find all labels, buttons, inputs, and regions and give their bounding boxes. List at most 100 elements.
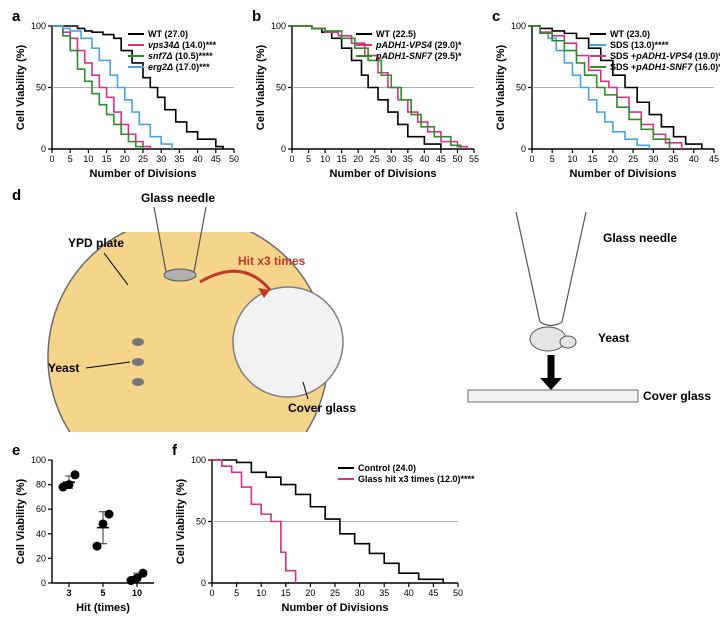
- svg-text:3: 3: [66, 588, 71, 598]
- panel-f-label: f: [172, 442, 177, 459]
- svg-text:0: 0: [201, 578, 206, 588]
- panel-c: c 050100051015202530354045Cell Viability…: [488, 8, 720, 183]
- panel-a-chart: 05010005101520253035404550Cell Viability…: [8, 8, 240, 183]
- svg-text:5: 5: [306, 154, 311, 164]
- svg-text:10: 10: [567, 154, 577, 164]
- svg-text:60: 60: [36, 504, 46, 514]
- svg-text:30: 30: [386, 154, 396, 164]
- svg-text:10: 10: [83, 154, 93, 164]
- svg-text:Number of Divisions: Number of Divisions: [330, 168, 437, 180]
- svg-text:pADH1-VPS4 (29.0)*: pADH1-VPS4 (29.0)*: [375, 40, 462, 50]
- svg-text:50: 50: [276, 83, 286, 93]
- svg-text:25: 25: [628, 154, 638, 164]
- svg-text:0: 0: [49, 154, 54, 164]
- svg-text:35: 35: [403, 154, 413, 164]
- svg-text:15: 15: [337, 154, 347, 164]
- svg-text:20: 20: [36, 553, 46, 563]
- svg-text:50: 50: [452, 154, 462, 164]
- svg-text:5: 5: [550, 154, 555, 164]
- svg-text:Cell Viability (%): Cell Viability (%): [175, 478, 187, 564]
- svg-text:WT (22.5): WT (22.5): [376, 29, 416, 39]
- svg-text:15: 15: [102, 154, 112, 164]
- svg-text:SDS (13.0)****: SDS (13.0)****: [610, 40, 669, 50]
- svg-text:0: 0: [281, 144, 286, 154]
- svg-text:50: 50: [36, 83, 46, 93]
- svg-text:30: 30: [156, 154, 166, 164]
- svg-text:20: 20: [353, 154, 363, 164]
- svg-text:30: 30: [355, 588, 365, 598]
- svg-text:15: 15: [281, 588, 291, 598]
- svg-text:45: 45: [428, 588, 438, 598]
- svg-text:50: 50: [516, 83, 526, 93]
- panel-f: f 05010005101520253035404550Cell Viabili…: [168, 442, 488, 617]
- svg-text:20: 20: [305, 588, 315, 598]
- svg-text:Cell Viability (%): Cell Viability (%): [15, 478, 27, 564]
- svg-text:0: 0: [209, 588, 214, 598]
- svg-text:10: 10: [320, 154, 330, 164]
- svg-text:40: 40: [404, 588, 414, 598]
- svg-text:Yeast: Yeast: [48, 361, 79, 375]
- svg-text:50: 50: [229, 154, 239, 164]
- svg-text:SDS +pADH1-SNF7 (16.0)*: SDS +pADH1-SNF7 (16.0)*: [610, 62, 720, 72]
- svg-text:100: 100: [31, 455, 46, 465]
- svg-text:Hit x3 times: Hit x3 times: [238, 254, 306, 268]
- svg-text:20: 20: [608, 154, 618, 164]
- svg-text:WT (23.0): WT (23.0): [610, 29, 650, 39]
- svg-text:30: 30: [648, 154, 658, 164]
- svg-text:Cell Viability (%): Cell Viability (%): [495, 44, 507, 130]
- svg-text:40: 40: [193, 154, 203, 164]
- panel-b-label: b: [252, 8, 261, 25]
- row-ef: e 0204060801003510Cell Viability (%)Hit …: [8, 442, 712, 617]
- panel-e: e 0 20 40 60 80 100 3 5 10 Cell Viability (%) Hit …: [8, 442, 160, 617]
- panel-b-chart: 0501000510152025303540455055Cell Viabili…: [248, 8, 480, 183]
- svg-text:40: 40: [36, 529, 46, 539]
- svg-text:45: 45: [436, 154, 446, 164]
- panel-d-label: d: [12, 187, 21, 204]
- svg-text:25: 25: [330, 588, 340, 598]
- svg-text:Control (24.0): Control (24.0): [358, 463, 416, 473]
- svg-text:100: 100: [191, 455, 206, 465]
- svg-text:100: 100: [511, 21, 526, 31]
- svg-text:0: 0: [521, 144, 526, 154]
- svg-text:10: 10: [132, 588, 142, 598]
- svg-text:45: 45: [211, 154, 221, 164]
- svg-text:snf7Δ (10.5)****: snf7Δ (10.5)****: [148, 51, 213, 61]
- svg-text:SDS +pADH1-VPS4 (19.0)*: SDS +pADH1-VPS4 (19.0)*: [610, 51, 720, 61]
- svg-text:55: 55: [469, 154, 479, 164]
- svg-text:35: 35: [174, 154, 184, 164]
- svg-text:Number of Divisions: Number of Divisions: [90, 168, 197, 180]
- panel-a-label: a: [12, 8, 20, 25]
- svg-text:vps34Δ (14.0)***: vps34Δ (14.0)***: [148, 40, 217, 50]
- svg-text:Number of Divisions: Number of Divisions: [570, 168, 677, 180]
- svg-text:0: 0: [41, 144, 46, 154]
- svg-text:0: 0: [529, 154, 534, 164]
- svg-text:Hit (times): Hit (times): [76, 602, 130, 614]
- svg-text:WT (27.0): WT (27.0): [148, 29, 188, 39]
- svg-text:50: 50: [196, 517, 206, 527]
- panel-d: d Glass needle YPD plate Hit x3 times Yeast…: [8, 187, 712, 437]
- svg-text:80: 80: [36, 480, 46, 490]
- panel-c-chart: 050100051015202530354045Cell Viability (…: [488, 8, 720, 183]
- panel-a: a 05010005101520253035404550Cell Viabili…: [8, 8, 240, 183]
- svg-text:0: 0: [41, 578, 46, 588]
- panel-e-label: e: [12, 442, 20, 459]
- svg-text:Cover glass: Cover glass: [643, 389, 711, 403]
- svg-text:Glass needle: Glass needle: [141, 191, 215, 205]
- svg-text:Glass hit x3 times (12.0)****: Glass hit x3 times (12.0)****: [358, 474, 475, 484]
- row-abc: a 05010005101520253035404550Cell Viabili…: [8, 8, 712, 183]
- panel-f-chart: 05010005101520253035404550Cell Viability…: [168, 442, 488, 617]
- svg-text:5: 5: [100, 588, 105, 598]
- panel-d-diagram: Glass needle YPD plate Hit x3 times Yeast Co…: [8, 187, 712, 437]
- svg-text:YPD plate: YPD plate: [68, 236, 124, 250]
- svg-text:35: 35: [669, 154, 679, 164]
- svg-text:35: 35: [379, 588, 389, 598]
- svg-text:5: 5: [68, 154, 73, 164]
- svg-text:100: 100: [271, 21, 286, 31]
- panel-c-label: c: [492, 8, 500, 25]
- svg-text:25: 25: [138, 154, 148, 164]
- svg-text:50: 50: [453, 588, 463, 598]
- svg-text:20: 20: [120, 154, 130, 164]
- panel-b: b 0501000510152025303540455055Cell Viabi…: [248, 8, 480, 183]
- svg-text:Cell Viability (%): Cell Viability (%): [255, 44, 267, 130]
- svg-text:Yeast: Yeast: [598, 331, 629, 345]
